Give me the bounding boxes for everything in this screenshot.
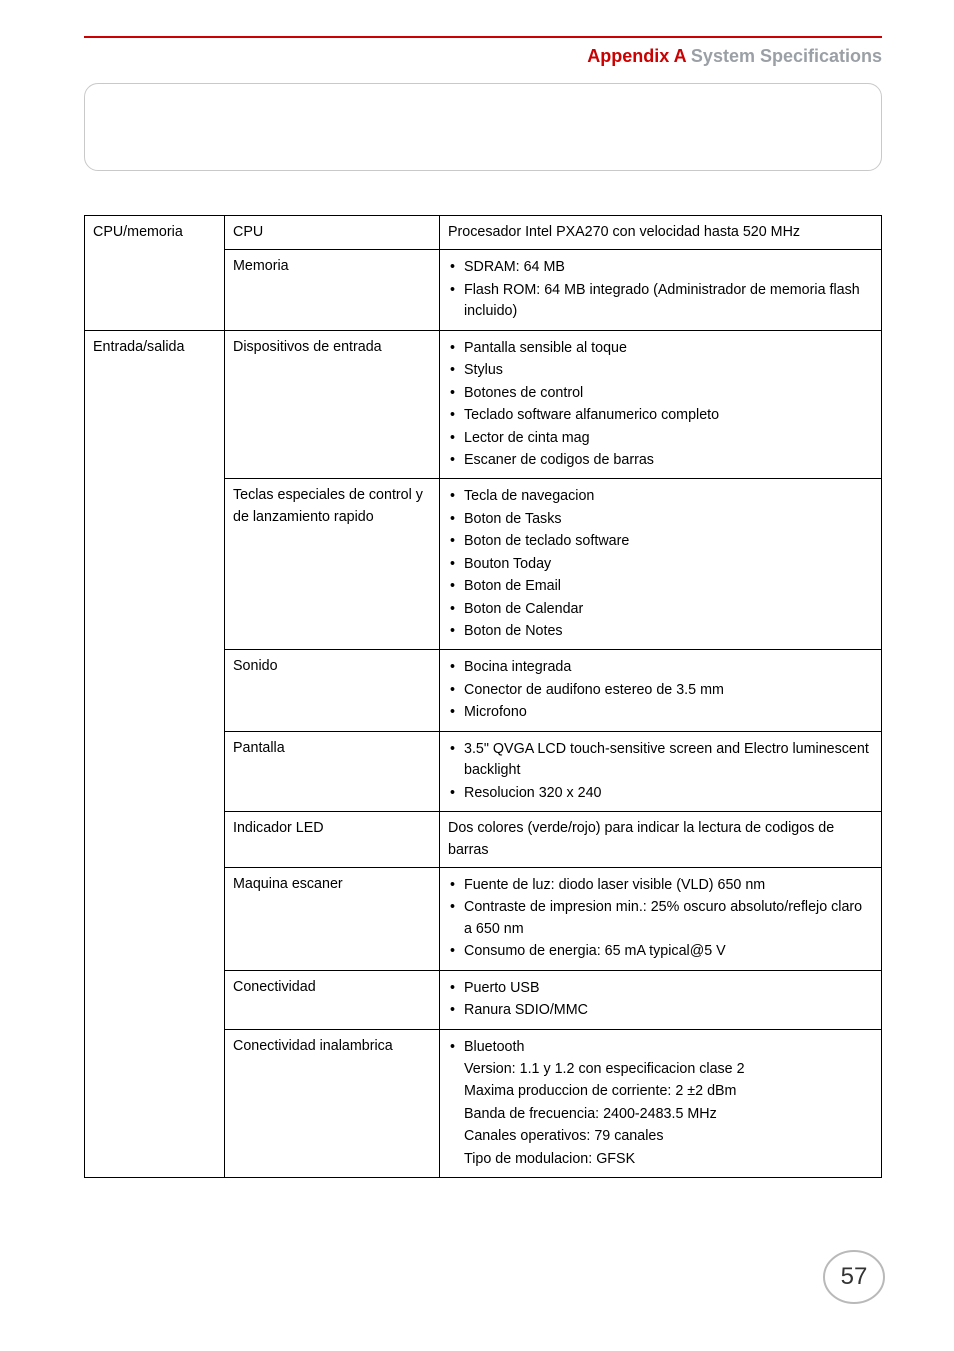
- list-item: Bluetooth: [448, 1037, 873, 1058]
- list-item: Bocina integrada: [448, 657, 873, 678]
- list-item: Teclado software alfanumerico completo: [448, 405, 873, 426]
- cell-subcat: Maquina escaner: [225, 867, 440, 970]
- list-item: Boton de Calendar: [448, 599, 873, 620]
- page: Appendix A System Specifications CPU/mem…: [0, 0, 954, 1351]
- page-number-badge: 57: [818, 1247, 890, 1307]
- cell-subcat: Sonido: [225, 650, 440, 731]
- list-item: Fuente de luz: diodo laser visible (VLD)…: [448, 875, 873, 896]
- list-item: SDRAM: 64 MB: [448, 257, 873, 278]
- list-item: Stylus: [448, 360, 873, 381]
- header-box: [84, 83, 882, 171]
- table-row: Entrada/salida Dispositivos de entrada P…: [85, 330, 882, 479]
- list-item: Botones de control: [448, 383, 873, 404]
- cell-subcat: Conectividad inalambrica: [225, 1029, 440, 1178]
- list-subitem: Tipo de modulacion: GFSK: [448, 1149, 873, 1170]
- list-item: Bouton Today: [448, 554, 873, 575]
- cell-subcat: Pantalla: [225, 731, 440, 811]
- cell-value: Fuente de luz: diodo laser visible (VLD)…: [440, 867, 882, 970]
- list-item: Puerto USB: [448, 978, 873, 999]
- list-subitem: Maxima produccion de corriente: 2 ±2 dBm: [448, 1081, 873, 1102]
- list-item: 3.5" QVGA LCD touch-sensitive screen and…: [448, 739, 873, 782]
- list-item: Boton de Notes: [448, 621, 873, 642]
- cell-value: 3.5" QVGA LCD touch-sensitive screen and…: [440, 731, 882, 811]
- header-rule: [84, 36, 882, 38]
- cell-category: Entrada/salida: [85, 330, 225, 1177]
- section-title: System Specifications: [691, 46, 882, 66]
- list-item: Boton de Email: [448, 576, 873, 597]
- list-subitem: Canales operativos: 79 canales: [448, 1126, 873, 1147]
- cell-subcat: Indicador LED: [225, 812, 440, 868]
- cell-value: Puerto USB Ranura SDIO/MMC: [440, 970, 882, 1029]
- list-subitem: Banda de frecuencia: 2400-2483.5 MHz: [448, 1104, 873, 1125]
- cell-subcat: Dispositivos de entrada: [225, 330, 440, 479]
- cell-value: Pantalla sensible al toque Stylus Botone…: [440, 330, 882, 479]
- page-number: 57: [818, 1263, 890, 1291]
- list-item: Boton de Tasks: [448, 509, 873, 530]
- list-item: Resolucion 320 x 240: [448, 783, 873, 804]
- list-item: Lector de cinta mag: [448, 428, 873, 449]
- list-item: Microfono: [448, 702, 873, 723]
- cell-subcat: Conectividad: [225, 970, 440, 1029]
- cell-value: Procesador Intel PXA270 con velocidad ha…: [440, 216, 882, 250]
- breadcrumb: Appendix A System Specifications: [84, 46, 882, 67]
- cell-subcat: CPU: [225, 216, 440, 250]
- list-item: Consumo de energia: 65 mA typical@5 V: [448, 941, 873, 962]
- table-row: CPU/memoria CPU Procesador Intel PXA270 …: [85, 216, 882, 250]
- list-item: Contraste de impresion min.: 25% oscuro …: [448, 897, 873, 940]
- list-item: Conector de audifono estereo de 3.5 mm: [448, 680, 873, 701]
- cell-value: Bluetooth Version: 1.1 y 1.2 con especif…: [440, 1029, 882, 1178]
- list-item: Flash ROM: 64 MB integrado (Administrado…: [448, 280, 873, 323]
- cell-value: SDRAM: 64 MB Flash ROM: 64 MB integrado …: [440, 250, 882, 330]
- list-item: Escaner de codigos de barras: [448, 450, 873, 471]
- cell-subcat: Teclas especiales de control y de lanzam…: [225, 479, 440, 650]
- cell-category: CPU/memoria: [85, 216, 225, 331]
- list-item: Tecla de navegacion: [448, 486, 873, 507]
- list-item: Ranura SDIO/MMC: [448, 1000, 873, 1021]
- list-item: Boton de teclado software: [448, 531, 873, 552]
- cell-value: Tecla de navegacion Boton de Tasks Boton…: [440, 479, 882, 650]
- cell-subcat: Memoria: [225, 250, 440, 330]
- cell-value: Dos colores (verde/rojo) para indicar la…: [440, 812, 882, 868]
- spec-table: CPU/memoria CPU Procesador Intel PXA270 …: [84, 215, 882, 1178]
- list-subitem: Version: 1.1 y 1.2 con especificacion cl…: [448, 1059, 873, 1080]
- appendix-label: Appendix A: [587, 46, 686, 66]
- cell-value: Bocina integrada Conector de audifono es…: [440, 650, 882, 731]
- list-item: Pantalla sensible al toque: [448, 338, 873, 359]
